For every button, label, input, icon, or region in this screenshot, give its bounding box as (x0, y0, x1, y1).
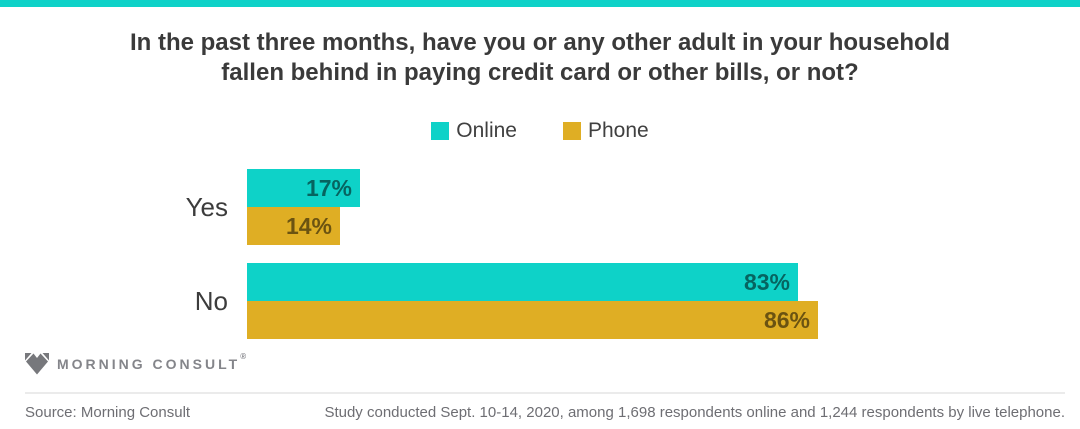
online-swatch-icon (431, 122, 450, 140)
morning-consult-m-icon (25, 353, 49, 375)
bar-no-online: 83% (247, 263, 798, 301)
footer: Source: Morning Consult Study conducted … (25, 404, 1065, 421)
category-label-yes: Yes (185, 192, 228, 222)
accent-top-strip (0, 0, 1080, 7)
phone-swatch-icon (562, 122, 581, 140)
logo-wordmark: MORNING CONSULT® (57, 352, 249, 372)
legend-item-phone: Phone (562, 119, 649, 143)
legend-item-online: Online (431, 119, 517, 143)
legend: Online Phone (0, 119, 1080, 143)
bar-value-yes-online: 17% (305, 174, 352, 201)
bar-group-yes: Yes 17% 14% (0, 169, 1080, 245)
trademark-symbol: ® (240, 352, 250, 361)
footer-divider (25, 392, 1065, 394)
logo-wordmark-text: MORNING CONSULT (57, 356, 241, 372)
morning-consult-logo: MORNING CONSULT® (25, 352, 249, 376)
legend-label-phone: Phone (587, 119, 649, 142)
bars-no: 83% 86% (247, 263, 818, 339)
methodology-note: Study conducted Sept. 10-14, 2020, among… (324, 404, 1065, 421)
source-text: Source: Morning Consult (25, 404, 191, 421)
bar-yes-online: 17% (247, 169, 360, 207)
bar-value-no-online: 83% (743, 268, 790, 295)
bars-yes: 17% 14% (247, 169, 360, 245)
legend-label-online: Online (456, 119, 517, 142)
bar-value-no-phone: 86% (763, 306, 810, 333)
bar-yes-phone: 14% (247, 207, 340, 245)
bar-group-no: No 83% 86% (0, 263, 1080, 339)
chart-title: In the past three months, have you or an… (0, 28, 1080, 88)
bar-no-phone: 86% (247, 301, 818, 339)
category-label-no: No (194, 286, 228, 316)
chart-title-line-1: In the past three months, have you or an… (129, 29, 951, 56)
bar-value-yes-phone: 14% (285, 212, 332, 239)
chart-title-line-2: fallen behind in paying credit card or o… (221, 59, 859, 86)
